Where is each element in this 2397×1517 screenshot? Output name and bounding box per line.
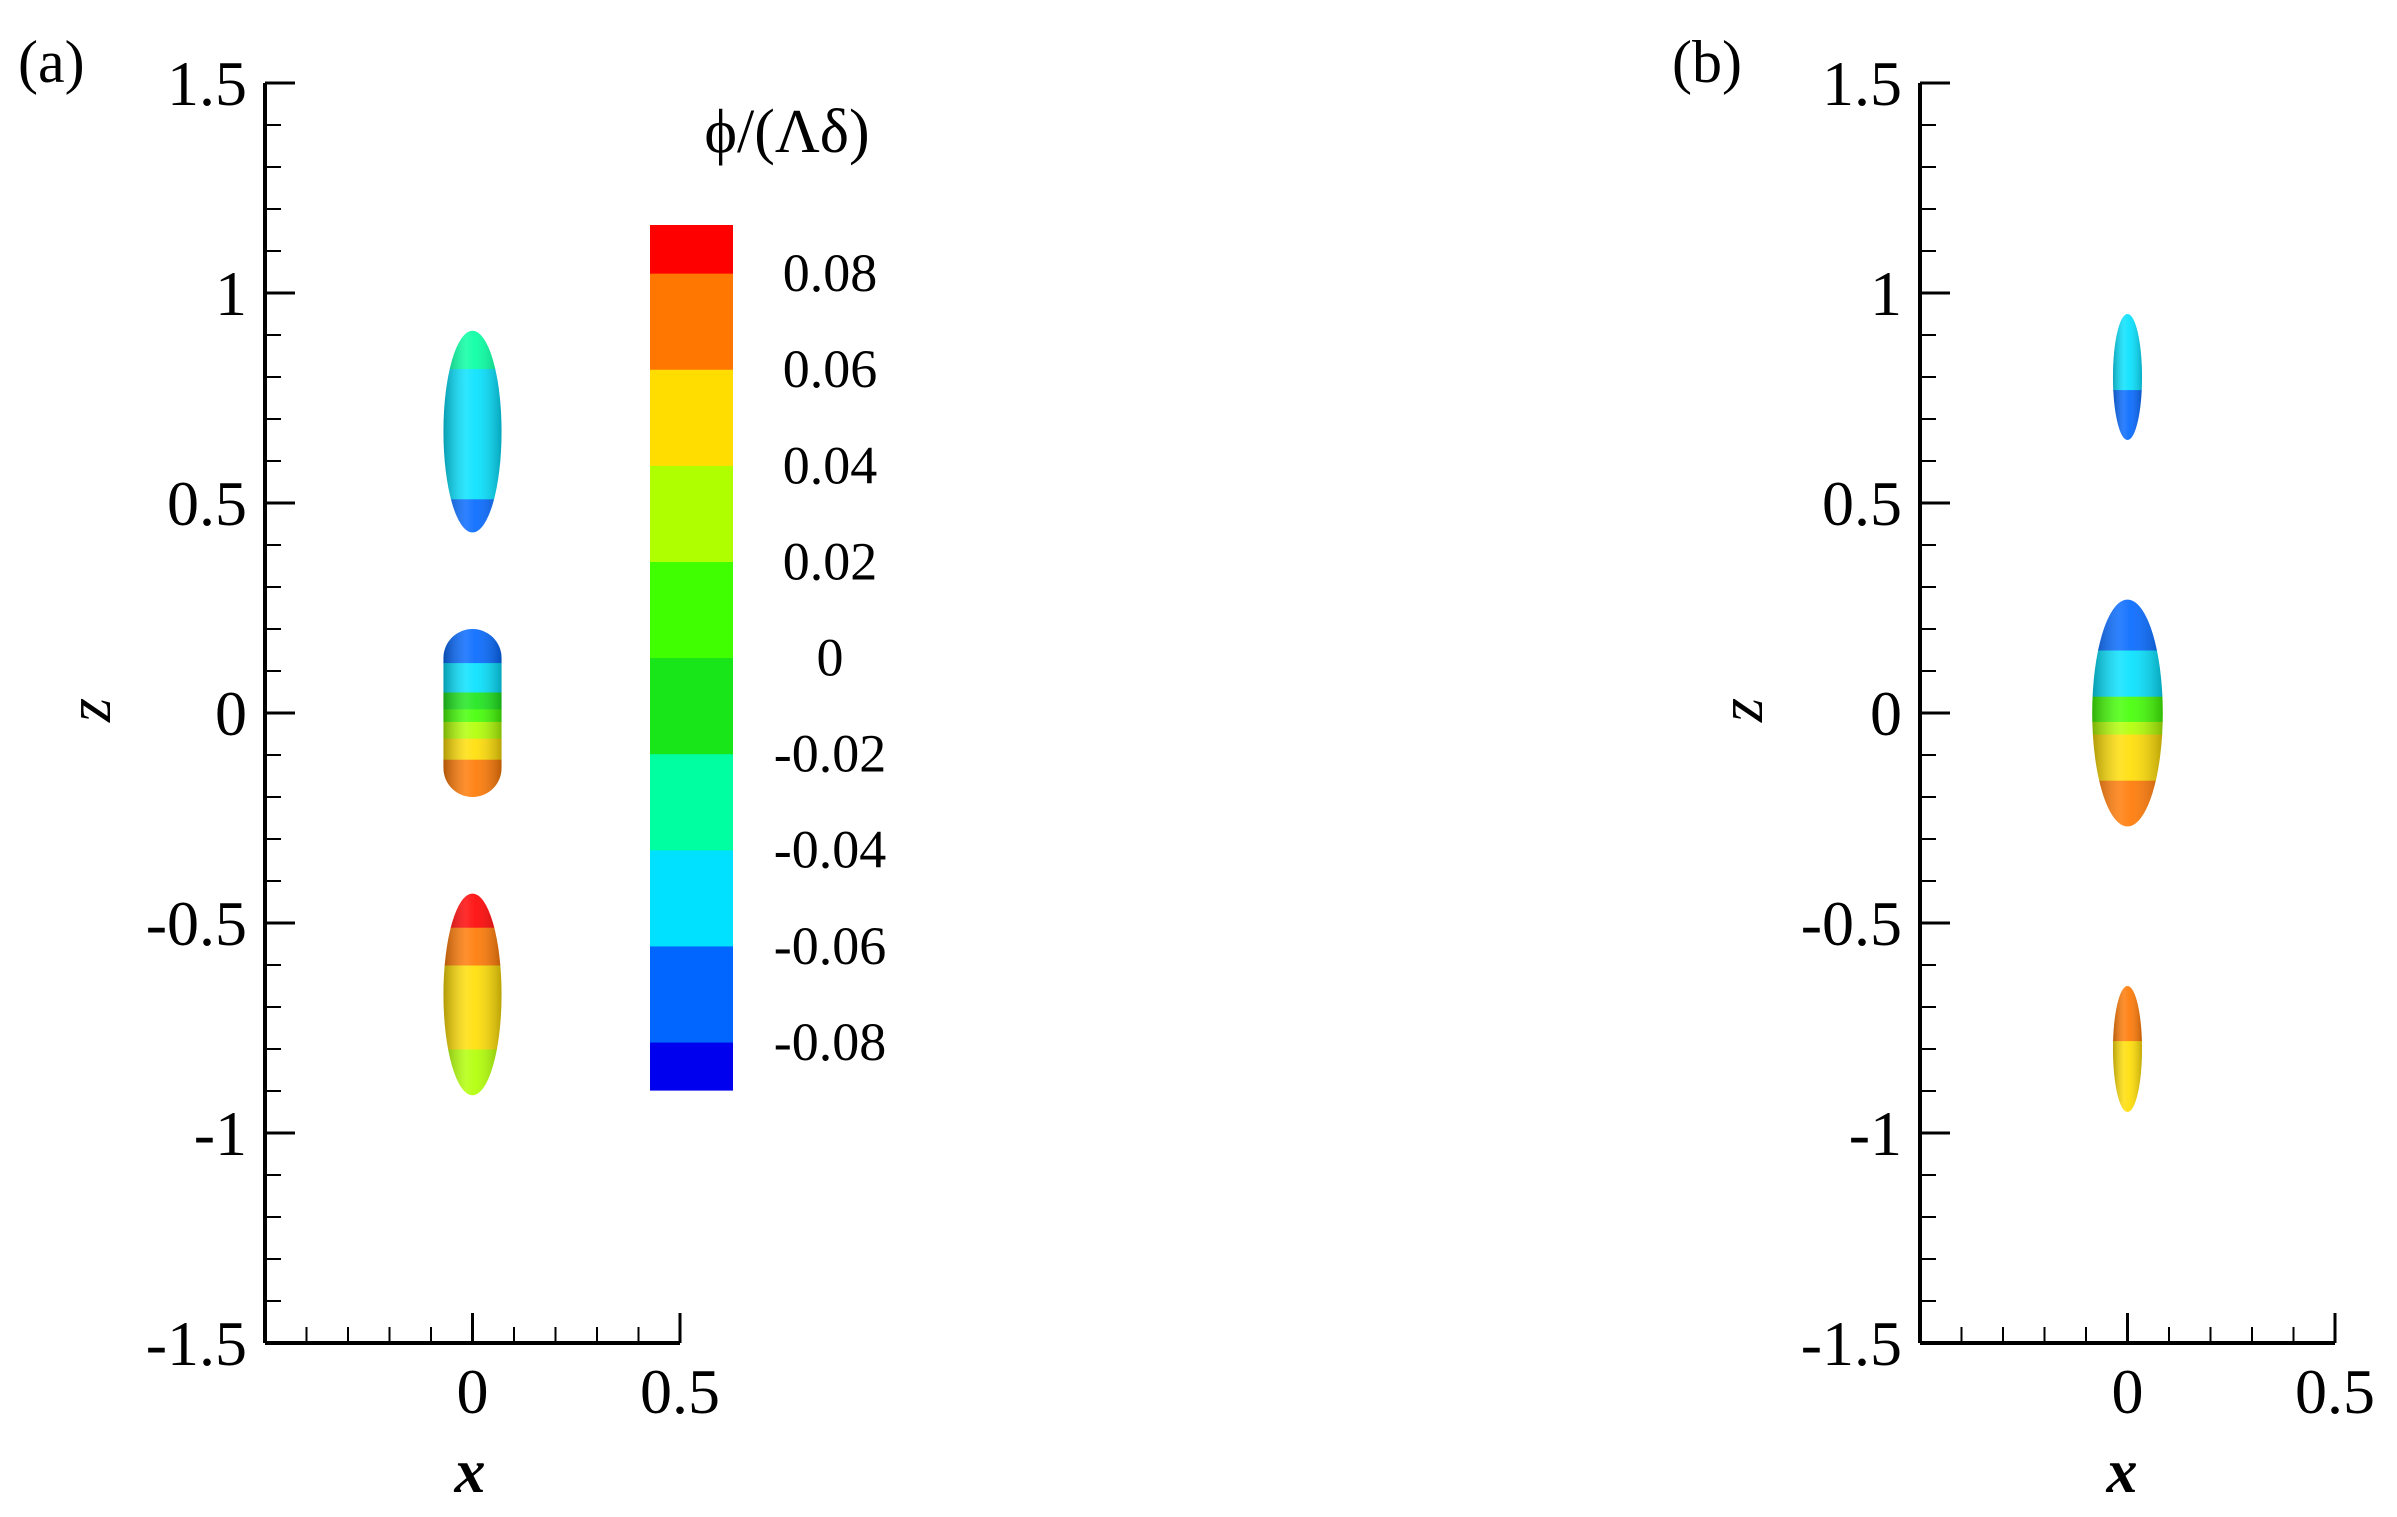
colorbar-band xyxy=(650,1041,733,1091)
colorbar-title: ϕ/(Λδ) xyxy=(704,98,869,166)
panel-b-blobs xyxy=(2092,314,2163,1112)
colorbar-bands xyxy=(650,225,733,1091)
y-tick-label: -1.5 xyxy=(1801,1308,1902,1379)
y-tick-label: -1.5 xyxy=(146,1308,247,1379)
colorbar-band xyxy=(650,225,733,274)
isosurface-middle xyxy=(2092,599,2163,827)
colorbar-band xyxy=(650,273,733,370)
panel-a-ylabel: z xyxy=(56,698,124,723)
y-tick-label: -1 xyxy=(194,1098,247,1169)
colorbar-band xyxy=(650,753,733,851)
isosurface-lower xyxy=(443,893,502,1096)
isosurface-shading xyxy=(2112,986,2143,1112)
isosurface-shading xyxy=(443,629,502,797)
colorbar-tick-label: -0.02 xyxy=(774,724,886,784)
panel-a: (a) 1.5 1 0.5 0 -0.5 -1 -1.5 0 0.5 x z xyxy=(18,29,720,1506)
isosurface-shading xyxy=(2092,599,2163,827)
isosurface-upper xyxy=(443,330,502,533)
panel-b-xlabel: x xyxy=(2106,1438,2138,1506)
panel-b-ylabel: z xyxy=(1708,698,1776,723)
isosurface-middle xyxy=(443,629,502,797)
y-tick-label: 1 xyxy=(1870,258,1902,329)
y-tick-label: 0 xyxy=(215,678,247,749)
x-tick-label: 0.5 xyxy=(2295,1356,2375,1427)
y-tick-label: 1 xyxy=(215,258,247,329)
colorbar-tick-label: 0.04 xyxy=(783,435,878,495)
isosurface-shading xyxy=(443,893,502,1096)
colorbar: ϕ/(Λδ) 0.08 0.06 0.04 0.02 0 -0.02 -0.04 -0.06 -… xyxy=(650,98,886,1091)
panel-b-axes: 1.5 1 0.5 0 -0.5 -1 -1.5 0 0.5 xyxy=(1801,48,2375,1427)
colorbar-tick-label: -0.04 xyxy=(774,820,886,880)
y-tick-label: 0.5 xyxy=(1822,468,1902,539)
y-tick-label: -0.5 xyxy=(1801,888,1902,959)
panel-a-axes: 1.5 1 0.5 0 -0.5 -1 -1.5 0 0.5 xyxy=(146,48,720,1427)
colorbar-band xyxy=(650,561,733,659)
colorbar-tick-label: 0.06 xyxy=(783,339,878,399)
colorbar-band xyxy=(650,369,733,466)
colorbar-tick-label: -0.08 xyxy=(774,1012,886,1072)
colorbar-tick-label: 0.02 xyxy=(783,531,878,591)
colorbar-tick-label: 0.08 xyxy=(783,243,878,303)
x-tick-label: 0.5 xyxy=(640,1356,720,1427)
y-tick-label: 0.5 xyxy=(167,468,247,539)
colorbar-tick-label: -0.06 xyxy=(774,916,886,976)
colorbar-tick-label: 0 xyxy=(817,628,844,688)
y-tick-label: -1 xyxy=(1849,1098,1902,1169)
isosurface-shading xyxy=(2112,314,2143,440)
x-tick-label: 0 xyxy=(2112,1356,2144,1427)
x-tick-label: 0 xyxy=(457,1356,489,1427)
isosurface-upper xyxy=(2112,314,2143,440)
isosurface-lower xyxy=(2112,986,2143,1112)
panel-a-xlabel: x xyxy=(454,1438,486,1506)
colorbar-band xyxy=(650,465,733,562)
isosurface-shading xyxy=(443,330,502,533)
panel-b-label: (b) xyxy=(1672,29,1742,95)
y-tick-label: 0 xyxy=(1870,678,1902,749)
y-tick-label: 1.5 xyxy=(1822,48,1902,119)
colorbar-band xyxy=(650,945,733,1043)
colorbar-ticks: 0.08 0.06 0.04 0.02 0 -0.02 -0.04 -0.06 -0.08 xyxy=(774,243,886,1072)
colorbar-band xyxy=(650,849,733,947)
panel-a-blobs xyxy=(443,330,502,1096)
panel-b: (b) 1.5 1 0.5 0 -0.5 -1 -1.5 0 0.5 x z xyxy=(1672,29,2375,1506)
y-tick-label: -0.5 xyxy=(146,888,247,959)
panel-a-label: (a) xyxy=(18,29,85,95)
y-tick-label: 1.5 xyxy=(167,48,247,119)
colorbar-band xyxy=(650,657,733,755)
